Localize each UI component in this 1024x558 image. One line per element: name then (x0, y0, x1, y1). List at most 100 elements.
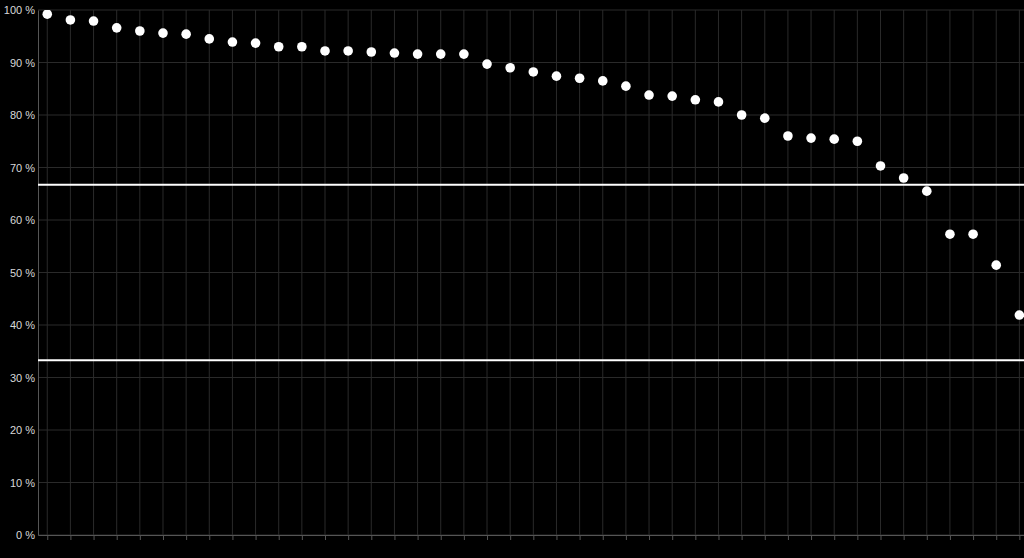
point (714, 97, 724, 107)
plot: 0 %10 %20 %30 %40 %50 %60 %70 %80 %90 %1… (4, 4, 1024, 541)
x-tick-mark (904, 535, 905, 540)
y-tick: 20 % (10, 424, 38, 436)
x-tick-mark (580, 535, 581, 540)
x-tick (556, 535, 557, 540)
x-tick (47, 535, 48, 540)
point (482, 59, 492, 69)
grid-line-y (38, 10, 1024, 11)
point (413, 49, 423, 59)
point (204, 34, 214, 44)
y-tick: 10 % (10, 477, 38, 489)
x-tick-mark (695, 535, 696, 540)
x-tick (117, 535, 118, 540)
y-tick: 60 % (10, 214, 38, 226)
x-tick-mark (371, 535, 372, 540)
x-tick (487, 535, 488, 540)
grid-line-y (38, 272, 1024, 273)
y-tick-label: 0 % (16, 529, 35, 541)
x-tick (950, 535, 951, 540)
point (320, 46, 330, 56)
reference-line (38, 184, 1024, 186)
x-tick-mark (186, 535, 187, 540)
x-tick-mark (94, 535, 95, 540)
x-tick-mark (302, 535, 303, 540)
point (783, 131, 793, 141)
y-tick-label: 20 % (10, 424, 35, 436)
x-tick (1019, 535, 1020, 540)
y-tick: 80 % (10, 109, 38, 121)
x-tick (765, 535, 766, 540)
x-tick-mark (950, 535, 951, 540)
x-tick (834, 535, 835, 540)
x-tick-mark (209, 535, 210, 540)
point (390, 48, 400, 58)
grid-line-y (38, 62, 1024, 63)
x-tick-mark (394, 535, 395, 540)
point (228, 37, 238, 47)
x-tick-mark (256, 535, 257, 540)
y-tick: 90 % (10, 57, 38, 69)
point (644, 90, 654, 100)
y-tick: 100 % (4, 4, 38, 16)
y-tick-label: 100 % (4, 4, 35, 16)
point (876, 161, 886, 171)
point (760, 113, 770, 123)
point (42, 10, 52, 19)
y-tick-label: 10 % (10, 477, 35, 489)
point (667, 91, 677, 101)
x-tick (695, 535, 696, 540)
x-tick (510, 535, 511, 540)
x-tick-mark (649, 535, 650, 540)
point (459, 49, 469, 59)
x-tick-mark (626, 535, 627, 540)
y-tick-label: 60 % (10, 214, 35, 226)
point (112, 23, 122, 33)
x-tick (718, 535, 719, 540)
x-tick-mark (788, 535, 789, 540)
point (251, 38, 261, 48)
x-tick-mark (973, 535, 974, 540)
point (552, 71, 562, 81)
x-tick (70, 535, 71, 540)
grid-line-y (38, 377, 1024, 378)
x-tick (464, 535, 465, 540)
x-tick-mark (927, 535, 928, 540)
y-tick: 30 % (10, 372, 38, 384)
x-tick-mark (487, 535, 488, 540)
reference-line (38, 359, 1024, 361)
point (343, 46, 353, 56)
x-tick-mark (996, 535, 997, 540)
x-tick (880, 535, 881, 540)
y-tick-label: 90 % (10, 57, 35, 69)
grid-line-y (38, 535, 1024, 536)
point (621, 81, 631, 91)
x-tick (973, 535, 974, 540)
point (66, 15, 76, 25)
x-tick-mark (47, 535, 48, 540)
y-tick-label: 70 % (10, 162, 35, 174)
y-tick-label: 30 % (10, 372, 35, 384)
point (737, 110, 747, 120)
x-tick (209, 535, 210, 540)
point (806, 133, 816, 143)
x-tick (186, 535, 187, 540)
x-tick (232, 535, 233, 540)
x-tick-mark (348, 535, 349, 540)
x-tick-mark (117, 535, 118, 540)
y-tick: 40 % (10, 319, 38, 331)
grid-line-y (38, 220, 1024, 221)
marks (38, 10, 1024, 360)
x-tick-mark (510, 535, 511, 540)
x-tick-mark (811, 535, 812, 540)
y-axis: 0 %10 %20 %30 %40 %50 %60 %70 %80 %90 %1… (4, 4, 39, 541)
point (829, 134, 839, 144)
point (922, 186, 932, 196)
x-tick (904, 535, 905, 540)
point (89, 16, 99, 26)
grid-line-y (38, 115, 1024, 116)
x-tick (348, 535, 349, 540)
x-tick-mark (70, 535, 71, 540)
x-tick-mark (834, 535, 835, 540)
x-tick (672, 535, 673, 540)
x-tick-mark (163, 535, 164, 540)
